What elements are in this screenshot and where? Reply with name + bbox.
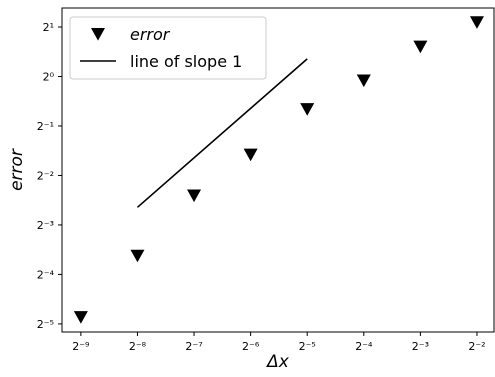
x-tick-label: 2⁻⁵	[299, 340, 316, 353]
x-tick-label: 2⁻⁴	[355, 340, 373, 353]
x-tick-label: 2⁻⁹	[72, 340, 89, 353]
x-axis-label: Δx	[265, 352, 290, 372]
y-axis-label: error	[7, 148, 27, 191]
error-marker	[243, 148, 258, 162]
x-tick-label: 2⁻⁸	[129, 340, 147, 353]
error-marker	[356, 74, 371, 88]
x-tick-label: 2⁻⁶	[242, 340, 260, 353]
y-tick-label: 2⁻⁵	[37, 318, 54, 331]
plot-frame	[61, 7, 495, 333]
error-marker	[187, 189, 202, 203]
y-tick-label: 2⁻²	[37, 169, 54, 182]
legend-box	[69, 16, 267, 80]
legend-marker	[91, 28, 105, 41]
legend-label: line of slope 1	[130, 52, 242, 71]
y-tick-label: 2⁻³	[37, 219, 54, 232]
x-tick-label: 2⁻³	[412, 340, 429, 353]
slope-line	[136, 58, 308, 208]
x-tick-label: 2⁻²	[468, 340, 485, 353]
y-tick-label: 2⁰	[43, 70, 55, 83]
error-marker	[130, 249, 145, 263]
y-tick-label: 2⁻¹	[37, 120, 54, 133]
y-tick-label: 2⁻⁴	[37, 268, 55, 281]
error-marker	[413, 40, 428, 54]
y-tick-label: 2¹	[43, 21, 54, 34]
error-marker	[469, 16, 484, 29]
error-marker	[73, 311, 88, 324]
x-tick-label: 2⁻⁷	[185, 340, 202, 353]
legend-label: error	[130, 25, 171, 44]
error-marker	[300, 103, 315, 116]
